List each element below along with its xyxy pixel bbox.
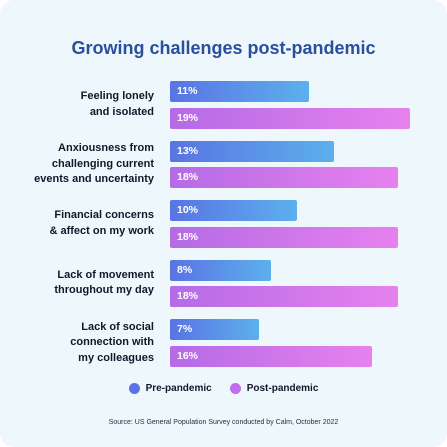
legend-swatch-post-pandemic (229, 383, 241, 394)
bar-value-label: 10% (177, 204, 199, 216)
bar-pre-pandemic: 10% (170, 200, 297, 221)
bar-post-pandemic: 18% (170, 167, 398, 188)
category-label: Feeling lonely and isolated (80, 90, 154, 118)
bar-post-pandemic: 19% (170, 107, 411, 129)
category-label: Anxiousness from challenging current eve… (34, 142, 154, 185)
bar-value-label: 8% (177, 263, 193, 276)
bar-pre-pandemic: 7% (170, 319, 259, 340)
bar-value-label: 7% (177, 323, 193, 335)
bar-value-label: 16% (177, 349, 199, 362)
legend-label-post-pandemic: Post-pandemic (246, 383, 319, 394)
category-label: Financial concerns & affect on my work (49, 209, 154, 237)
bar-value-label: 11% (177, 85, 198, 97)
category-label: Lack of social connection with my collea… (70, 320, 154, 364)
bar-value-label: 18% (177, 171, 199, 183)
bar-value-label: 19% (177, 111, 199, 124)
chart-title: Growing challenges post-pandemic (71, 38, 376, 58)
legend-item-post-pandemic: Post-pandemic (229, 383, 319, 394)
bar-value-label: 18% (177, 290, 199, 302)
legend: Pre-pandemic Post-pandemic (0, 383, 447, 394)
legend-label-pre-pandemic: Pre-pandemic (145, 383, 212, 394)
bar-value-label: 13% (177, 144, 199, 157)
bar-pre-pandemic: 13% (170, 140, 335, 162)
bar-post-pandemic: 18% (170, 286, 398, 307)
bar-pre-pandemic: 8% (170, 259, 272, 281)
bar-post-pandemic: 16% (170, 345, 373, 367)
legend-swatch-pre-pandemic (128, 383, 140, 394)
bar-value-label: 18% (177, 230, 199, 243)
category-label: Lack of movement throughout my day (54, 268, 154, 297)
legend-item-pre-pandemic: Pre-pandemic (128, 383, 212, 394)
source-note: Source: US General Population Survey con… (108, 419, 339, 426)
bar-post-pandemic: 18% (170, 226, 398, 248)
bar-pre-pandemic: 11% (170, 81, 310, 102)
